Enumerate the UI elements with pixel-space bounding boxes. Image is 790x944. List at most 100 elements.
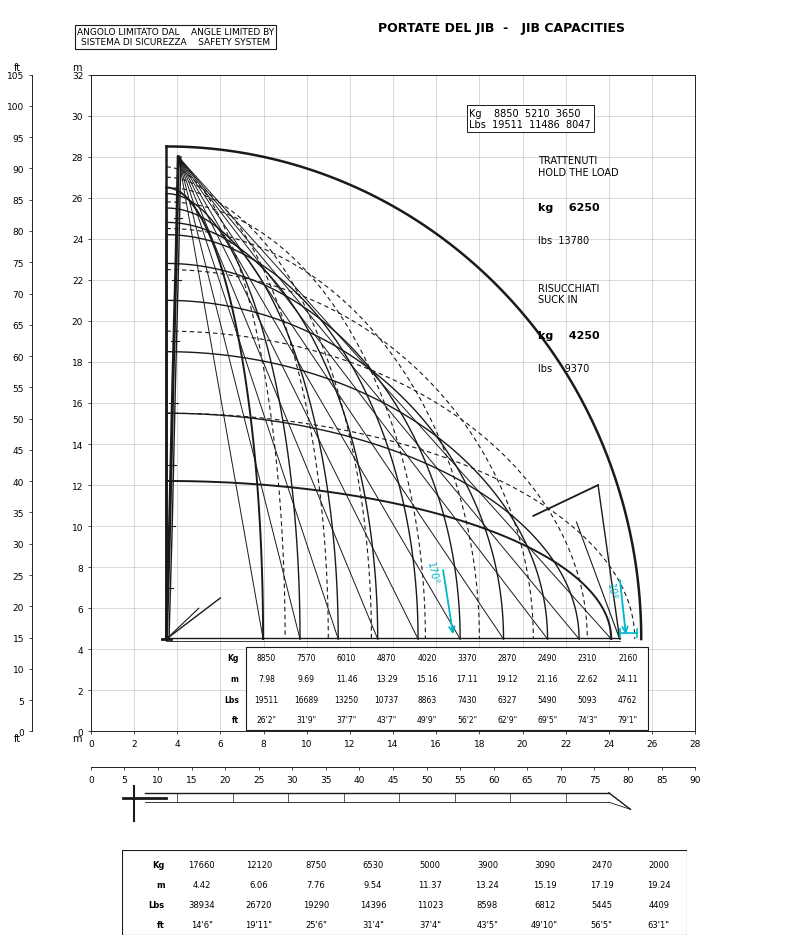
Text: 2870: 2870	[498, 653, 517, 663]
Text: 3090: 3090	[534, 860, 555, 869]
Text: 17.11: 17.11	[457, 674, 478, 683]
Text: 6327: 6327	[498, 695, 517, 704]
Text: 6530: 6530	[363, 860, 384, 869]
Text: 8863: 8863	[417, 695, 437, 704]
Text: 2000: 2000	[649, 860, 669, 869]
Text: 17.19: 17.19	[590, 880, 614, 889]
Text: 13.29: 13.29	[376, 674, 397, 683]
Text: 56'5": 56'5"	[591, 919, 612, 929]
Text: 12120: 12120	[246, 860, 272, 869]
Text: 5445: 5445	[591, 901, 612, 909]
Text: 17660: 17660	[189, 860, 215, 869]
Text: 49'9": 49'9"	[417, 716, 437, 725]
Text: Kg: Kg	[228, 653, 239, 663]
Text: 4762: 4762	[618, 695, 638, 704]
Text: Lbs: Lbs	[224, 695, 239, 704]
Text: 4409: 4409	[649, 901, 669, 909]
Text: 38934: 38934	[189, 901, 215, 909]
Text: ft: ft	[157, 919, 165, 929]
Text: 10°: 10°	[604, 582, 617, 600]
Text: 56'2": 56'2"	[457, 716, 477, 725]
Text: PORTATE DEL JIB  -   JIB CAPACITIES: PORTATE DEL JIB - JIB CAPACITIES	[378, 22, 626, 35]
Text: 19.12: 19.12	[496, 674, 518, 683]
Text: 25'6": 25'6"	[305, 919, 327, 929]
Text: 63'1": 63'1"	[648, 919, 670, 929]
Text: RISUCCHIATI
SUCK IN: RISUCCHIATI SUCK IN	[538, 283, 600, 305]
Text: 62'9": 62'9"	[497, 716, 517, 725]
Text: 170°: 170°	[425, 561, 440, 586]
FancyBboxPatch shape	[246, 648, 648, 731]
FancyBboxPatch shape	[122, 850, 687, 935]
Text: 5000: 5000	[419, 860, 441, 869]
Text: 2470: 2470	[591, 860, 612, 869]
Text: Lbs: Lbs	[149, 901, 165, 909]
Text: 19.24: 19.24	[647, 880, 671, 889]
Text: 22.62: 22.62	[577, 674, 598, 683]
Text: 79'1": 79'1"	[618, 716, 638, 725]
Text: 9.69: 9.69	[298, 674, 315, 683]
Text: lbs    9370: lbs 9370	[538, 363, 589, 374]
Text: 13250: 13250	[334, 695, 359, 704]
Text: 2310: 2310	[577, 653, 597, 663]
Text: 7.98: 7.98	[258, 674, 275, 683]
Text: m: m	[72, 63, 81, 73]
Text: 9.54: 9.54	[364, 880, 382, 889]
Text: 15.16: 15.16	[416, 674, 438, 683]
Text: 7430: 7430	[457, 695, 477, 704]
Text: m: m	[231, 674, 239, 683]
Text: 3900: 3900	[477, 860, 498, 869]
Text: Kg: Kg	[152, 860, 165, 869]
Text: ft: ft	[231, 716, 239, 725]
Text: 14396: 14396	[360, 901, 386, 909]
Text: 8750: 8750	[306, 860, 327, 869]
Text: 43'5": 43'5"	[476, 919, 498, 929]
Text: 31'4": 31'4"	[363, 919, 384, 929]
Text: 69'5": 69'5"	[537, 716, 558, 725]
Text: 37'7": 37'7"	[337, 716, 357, 725]
Text: 7570: 7570	[297, 653, 316, 663]
Text: 19511: 19511	[254, 695, 278, 704]
Text: 6010: 6010	[337, 653, 356, 663]
Text: 74'3": 74'3"	[577, 716, 597, 725]
Text: ft: ft	[13, 63, 21, 73]
Text: 24.11: 24.11	[617, 674, 638, 683]
Text: 8850: 8850	[257, 653, 276, 663]
Text: 11.37: 11.37	[419, 880, 442, 889]
Text: 49'10": 49'10"	[531, 919, 558, 929]
Text: 16689: 16689	[295, 695, 318, 704]
Text: 15.19: 15.19	[532, 880, 556, 889]
Text: 14'6": 14'6"	[191, 919, 213, 929]
Text: 2490: 2490	[538, 653, 557, 663]
Text: ft: ft	[13, 733, 21, 743]
Text: 6812: 6812	[534, 901, 555, 909]
Text: Kg    8850  5210  3650
Lbs  19511  11486  8047: Kg 8850 5210 3650 Lbs 19511 11486 8047	[469, 109, 591, 130]
Text: 3370: 3370	[457, 653, 477, 663]
Text: 4870: 4870	[377, 653, 397, 663]
Text: 6.06: 6.06	[250, 880, 269, 889]
Text: 37'4": 37'4"	[419, 919, 442, 929]
Text: 8598: 8598	[477, 901, 498, 909]
Text: ANGOLO LIMITATO DAL    ANGLE LIMITED BY
SISTEMA DI SICUREZZA    SAFETY SYSTEM: ANGOLO LIMITATO DAL ANGLE LIMITED BY SIS…	[77, 27, 274, 47]
Text: 19290: 19290	[303, 901, 329, 909]
Text: 19'11": 19'11"	[246, 919, 273, 929]
Text: 26720: 26720	[246, 901, 273, 909]
Text: 11.46: 11.46	[336, 674, 357, 683]
Text: m: m	[156, 880, 165, 889]
Text: kg    4250: kg 4250	[538, 330, 600, 341]
Text: TRATTENUTI
HOLD THE LOAD: TRATTENUTI HOLD THE LOAD	[538, 156, 619, 177]
Text: 2160: 2160	[618, 653, 638, 663]
Text: 5093: 5093	[577, 695, 597, 704]
Text: 7.76: 7.76	[307, 880, 325, 889]
Text: 5490: 5490	[538, 695, 557, 704]
Text: 10737: 10737	[374, 695, 399, 704]
Text: 11023: 11023	[417, 901, 443, 909]
Text: 13.24: 13.24	[476, 880, 499, 889]
Text: kg    6250: kg 6250	[538, 203, 600, 213]
Text: 26'2": 26'2"	[256, 716, 276, 725]
Text: 4020: 4020	[417, 653, 437, 663]
Text: m: m	[72, 733, 81, 743]
Text: 43'7": 43'7"	[377, 716, 397, 725]
Text: lbs  13780: lbs 13780	[538, 236, 589, 246]
Text: 4.42: 4.42	[193, 880, 211, 889]
Text: 21.16: 21.16	[536, 674, 558, 683]
